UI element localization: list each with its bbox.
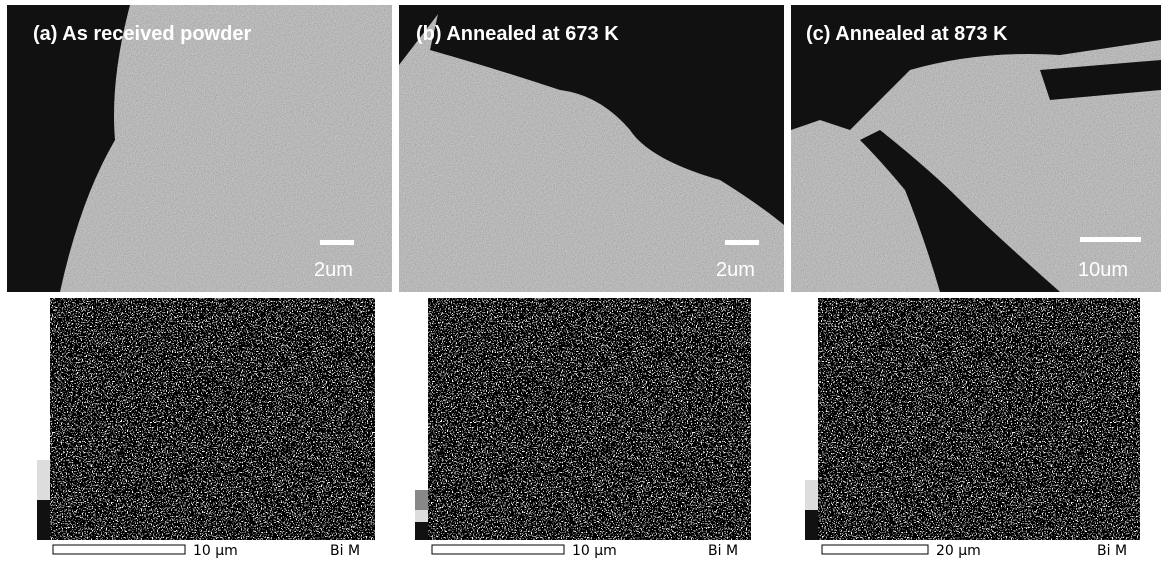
color-key	[37, 500, 50, 540]
sem-panel-c: (c) Annealed at 873 K 10um	[791, 5, 1161, 292]
sem-panel-b: (b) Annealed at 673 K 2um	[399, 5, 784, 292]
color-key	[415, 510, 428, 522]
scale-label: 10um	[1078, 259, 1128, 281]
scale-bar	[725, 240, 759, 245]
eds-scale-bar	[53, 545, 185, 554]
color-key	[805, 510, 818, 540]
eds-panel-c: 20 µm Bi M	[805, 298, 1140, 559]
eds-scale-bar	[432, 545, 564, 554]
eds-scale-label: 10 µm	[193, 543, 238, 559]
eds-scale-label: 10 µm	[572, 543, 617, 559]
eds-map	[50, 298, 375, 540]
panel-label: (a) As received powder	[33, 23, 251, 45]
color-key	[805, 480, 818, 510]
scale-bar	[320, 240, 354, 245]
scale-label: 2um	[314, 259, 353, 281]
figure: (a) As received powder 2um (b) Annealed …	[0, 0, 1161, 563]
eds-element: Bi M	[330, 543, 360, 559]
eds-panel-b: 10 µm Bi M	[415, 298, 751, 559]
eds-element: Bi M	[1097, 543, 1127, 559]
panel-label: (c) Annealed at 873 K	[806, 23, 1008, 45]
eds-scale-label: 20 µm	[936, 543, 981, 559]
scale-label: 2um	[716, 259, 755, 281]
scale-bar	[1080, 237, 1141, 242]
eds-map	[818, 298, 1140, 540]
eds-map	[428, 298, 751, 540]
panel-label: (b) Annealed at 673 K	[416, 23, 619, 45]
sem-panel-a: (a) As received powder 2um	[7, 5, 392, 292]
eds-scale-bar	[822, 545, 928, 554]
color-key	[415, 490, 428, 510]
color-key	[37, 460, 50, 500]
eds-panel-a: 10 µm Bi M	[37, 298, 375, 559]
eds-element: Bi M	[708, 543, 738, 559]
color-key	[415, 522, 428, 540]
